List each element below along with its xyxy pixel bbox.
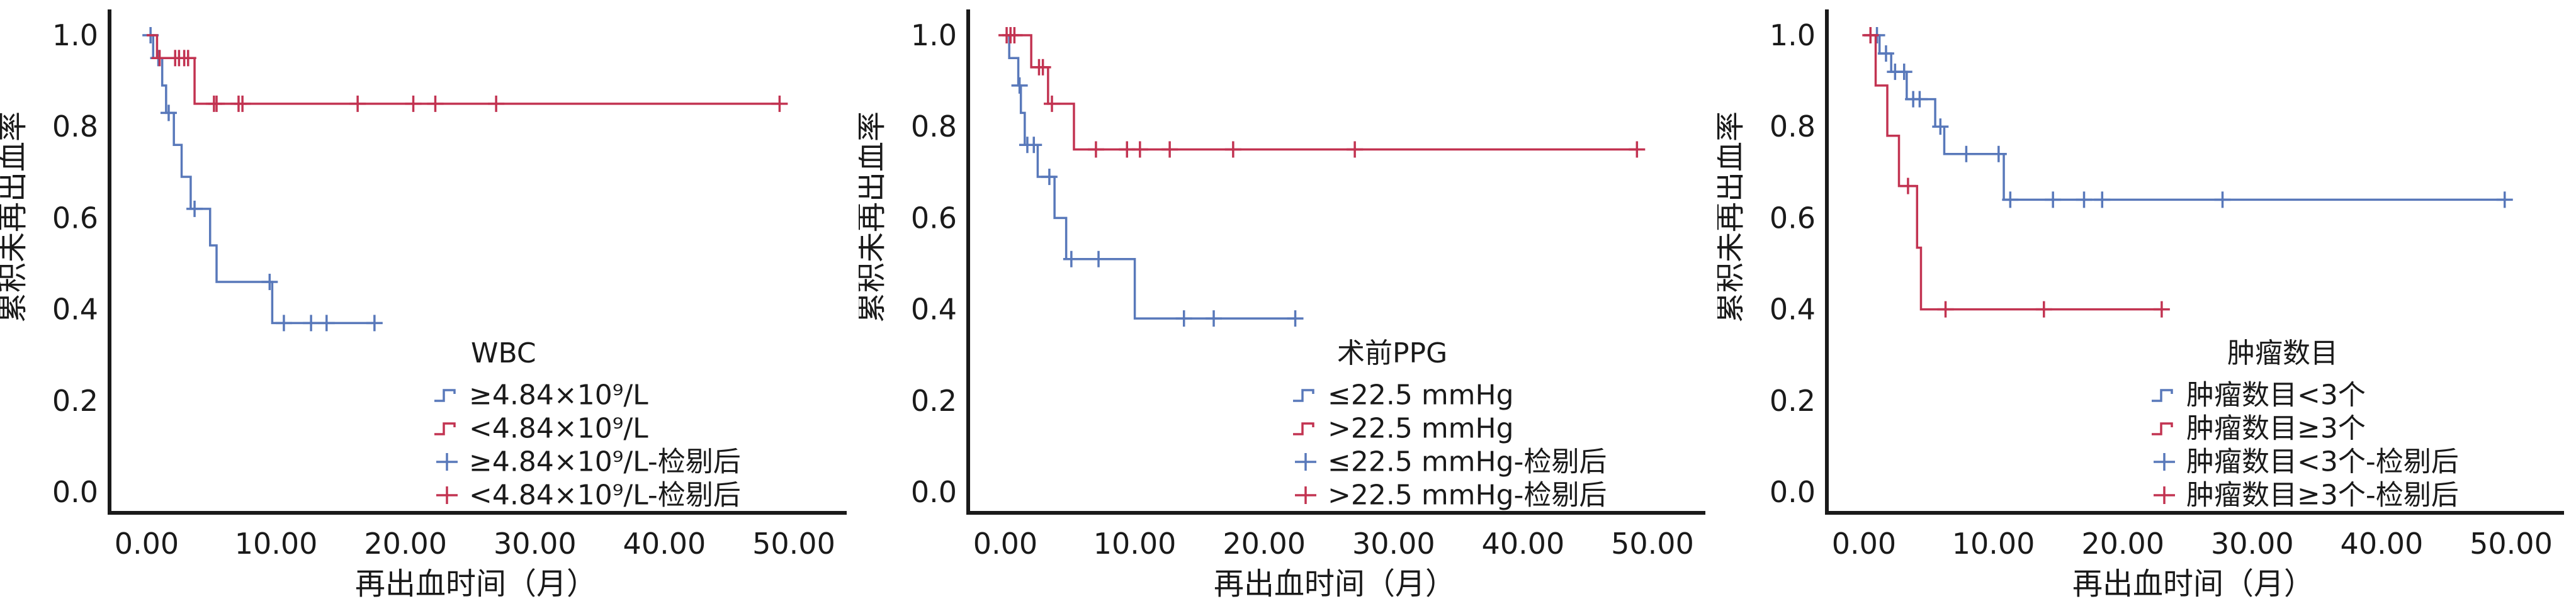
y-axis-title: 累积未再出血率	[859, 111, 889, 323]
censor-marks-tumor_count-0	[1868, 27, 2513, 208]
x-tick-label: 50.00	[2470, 527, 2553, 561]
x-tick-label: 20.00	[1223, 527, 1306, 561]
y-tick-label: 0.0	[1770, 475, 1816, 509]
y-tick-label: 0.8	[52, 109, 98, 143]
y-tick-label: 0.2	[911, 384, 957, 418]
x-axis-title: 再出血时间（月）	[1214, 566, 1455, 602]
km-chart-ppg: 1.0 0.8 0.6 0.4 0.2 0.0 0.00 10.00 20.00 30.00 40.…	[859, 9, 1705, 602]
legend-title: 肿瘤数目	[2227, 337, 2338, 369]
legend-step-line-icon	[2152, 422, 2173, 435]
legend-item-label: >22.5 mmHg-检剔后	[1328, 479, 1607, 512]
survival-curve-wbc-0	[147, 34, 375, 325]
x-tick-label: 0.00	[973, 527, 1037, 561]
y-tick-label: 0.8	[911, 109, 957, 143]
censor-marks-ppg-1	[998, 27, 1646, 158]
km-panel-tumor-count: 1.0 0.8 0.6 0.4 0.2 0.0 0.00 10.00 20.00 30.00 40.…	[1717, 0, 2576, 611]
y-tick-label: 1.0	[911, 18, 957, 52]
y-tick-label: 0.6	[52, 201, 98, 235]
x-axis-title: 再出血时间（月）	[355, 566, 597, 602]
y-tick-label: 0.4	[1770, 293, 1816, 327]
legend-item-label: ≥4.84×10⁹/L-检剔后	[469, 446, 741, 478]
y-axis-title: 累积未再出血率	[1717, 111, 1748, 323]
legend-step-line-icon	[2152, 389, 2173, 402]
legend-item-label: 肿瘤数目<3个-检剔后	[2186, 446, 2459, 478]
legend-item-label: >22.5 mmHg	[1328, 413, 1514, 445]
y-tick-label: 0.6	[911, 201, 957, 235]
legend-title: 术前PPG	[1337, 337, 1447, 369]
y-tick-label: 0.2	[1770, 384, 1816, 418]
x-tick-label: 40.00	[1482, 527, 1565, 561]
legend-item-label: 肿瘤数目≥3个-检剔后	[2186, 479, 2459, 512]
x-tick-label: 0.00	[115, 527, 179, 561]
y-axis-title: 累积未再出血率	[0, 111, 30, 323]
x-tick-label: 30.00	[2211, 527, 2294, 561]
censor-marks-wbc-1	[151, 50, 788, 112]
survival-curve-tumor_count-0	[1864, 34, 2505, 201]
legend-ppg: 术前PPG ≤22.5 mmHg>22.5 mmHg≤22.5 mmHg-检剔后>…	[1293, 337, 1607, 512]
km-panel-ppg: 1.0 0.8 0.6 0.4 0.2 0.0 0.00 10.00 20.00 30.00 40.…	[859, 0, 1717, 611]
survival-curve-tumor_count-1	[1864, 34, 2162, 311]
x-tick-label: 20.00	[2081, 527, 2164, 561]
legend-item-label: <4.84×10⁹/L	[469, 413, 648, 445]
y-tick-label: 0.4	[52, 293, 98, 327]
legend-step-line-icon	[1293, 389, 1314, 402]
survival-curve-wbc-1	[147, 34, 780, 105]
y-tick-label: 1.0	[52, 18, 98, 52]
legend-title: WBC	[471, 337, 536, 369]
x-tick-label: 50.00	[752, 527, 835, 561]
y-tick-label: 0.2	[52, 384, 98, 418]
legend-item-label: 肿瘤数目≥3个	[2186, 413, 2366, 445]
km-chart-tumor_count: 1.0 0.8 0.6 0.4 0.2 0.0 0.00 10.00 20.00 30.00 40.…	[1717, 9, 2564, 602]
legend-item-label: 肿瘤数目<3个	[2186, 379, 2366, 412]
legend-step-line-icon	[1293, 422, 1314, 435]
survival-curve-ppg-1	[1005, 34, 1637, 151]
legend-wbc: WBC ≥4.84×10⁹/L<4.84×10⁹/L≥4.84×10⁹/L-检剔后…	[434, 337, 741, 512]
y-tick-label: 0.8	[1770, 109, 1816, 143]
x-tick-label: 10.00	[235, 527, 318, 561]
x-tick-label: 10.00	[1093, 527, 1177, 561]
y-tick-label: 0.0	[911, 475, 957, 509]
x-tick-label: 20.00	[364, 527, 447, 561]
legend-item-label: <4.84×10⁹/L-检剔后	[469, 479, 741, 512]
legend-step-line-icon	[434, 389, 456, 402]
km-panel-wbc: 1.0 0.8 0.6 0.4 0.2 0.0 0.00 10.00 20.00 30.00 40.…	[0, 0, 859, 611]
censor-marks-wbc-0	[142, 27, 383, 332]
x-tick-label: 10.00	[1952, 527, 2035, 561]
censor-marks-tumor_count-1	[1862, 27, 2170, 318]
x-tick-label: 0.00	[1832, 527, 1896, 561]
censor-marks-ppg-0	[1011, 77, 1304, 327]
legend-item-label: ≤22.5 mmHg-检剔后	[1328, 446, 1607, 478]
x-axis-title: 再出血时间（月）	[2072, 566, 2314, 602]
y-tick-label: 0.4	[911, 293, 957, 327]
legend-step-line-icon	[434, 422, 456, 435]
legend-item-label: ≤22.5 mmHg	[1328, 379, 1514, 412]
y-tick-label: 1.0	[1770, 18, 1816, 52]
legend-item-label: ≥4.84×10⁹/L	[469, 379, 648, 412]
x-tick-label: 30.00	[494, 527, 577, 561]
x-tick-label: 50.00	[1611, 527, 1694, 561]
km-chart-wbc: 1.0 0.8 0.6 0.4 0.2 0.0 0.00 10.00 20.00 30.00 40.…	[0, 9, 847, 602]
x-tick-label: 40.00	[623, 527, 706, 561]
y-tick-label: 0.6	[1770, 201, 1816, 235]
x-tick-label: 30.00	[1352, 527, 1435, 561]
y-tick-label: 0.0	[52, 475, 98, 509]
x-tick-label: 40.00	[2341, 527, 2424, 561]
